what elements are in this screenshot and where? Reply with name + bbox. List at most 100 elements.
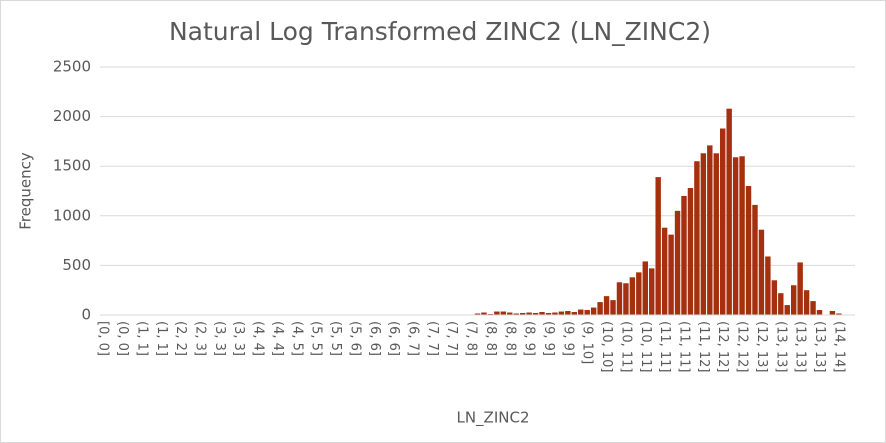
bar (681, 195, 687, 315)
x-tick-label: (9, 10] (580, 321, 595, 364)
x-tick-label: (13, 13] (812, 321, 827, 373)
bar (778, 293, 784, 315)
x-tick-label: (7, 7] (425, 321, 440, 356)
x-tick-label: (3, 3] (212, 321, 227, 356)
bar (655, 177, 661, 315)
bar (545, 313, 552, 315)
x-tick-label: (10, 11] (638, 321, 653, 373)
bar (649, 268, 655, 315)
y-axis-label: Frequency (17, 152, 35, 230)
x-tick-label: (12, 12] (715, 321, 730, 373)
bar (816, 310, 823, 315)
bar (797, 262, 803, 315)
y-tick-label: 500 (62, 256, 91, 274)
x-tick-label: (5, 5] (309, 321, 324, 356)
x-tick-label: (12, 13] (754, 321, 769, 373)
bar (584, 310, 590, 315)
bar (694, 161, 700, 315)
x-tick-label: (11, 11] (676, 321, 691, 373)
x-tick-label: (9, 9] (541, 321, 556, 356)
x-tick-label: (6, 7] (405, 321, 420, 356)
x-tick-label: (10, 11] (618, 321, 633, 373)
x-tick-label: (13, 13] (773, 321, 788, 373)
x-tick-label: (12, 12] (735, 321, 750, 373)
x-tick-label: (5, 5] (328, 321, 343, 356)
bar (810, 301, 816, 315)
x-tick-label: (14, 14] (831, 321, 846, 373)
bar (629, 277, 636, 315)
bar (829, 311, 836, 315)
x-axis-label: LN_ZINC2 (456, 409, 529, 428)
x-tick-label: (9, 9] (560, 321, 575, 356)
bar (558, 311, 565, 315)
bar (707, 145, 713, 315)
x-tick-label: [0, 0] (96, 321, 111, 356)
bar (752, 204, 758, 315)
bar (700, 153, 707, 315)
y-tick-label: 0 (81, 306, 91, 324)
x-tick-label: (3, 3] (231, 321, 246, 356)
bar (758, 229, 765, 315)
x-tick-label: (4, 4] (251, 321, 266, 356)
x-tick-label: (8, 8] (502, 321, 517, 356)
x-tick-label: (5, 6] (347, 321, 362, 356)
bar (500, 311, 507, 315)
bar (790, 285, 797, 315)
x-tick-label: (10, 10] (599, 321, 614, 373)
x-tick-label: (6, 6] (386, 321, 401, 356)
bar (726, 108, 732, 315)
x-tick-label: (0, 0] (115, 321, 130, 356)
x-tick-label: (13, 13] (793, 321, 808, 373)
bar (532, 313, 539, 315)
bar (578, 309, 584, 315)
bar (661, 227, 668, 315)
x-tick-label: (8, 8] (483, 321, 498, 356)
bar (519, 313, 526, 315)
bar (526, 312, 532, 315)
bar (610, 300, 616, 315)
x-tick-label: (2, 3] (193, 321, 208, 356)
x-tick-label: (1, 1] (154, 321, 169, 356)
bar (674, 210, 681, 315)
bar (732, 157, 739, 315)
bar (836, 313, 842, 315)
bar (513, 313, 519, 315)
bar (642, 261, 648, 315)
bar (745, 186, 752, 315)
bar (552, 312, 558, 315)
bar (565, 311, 571, 315)
x-tick-label: (11, 11] (657, 321, 672, 373)
y-tick-label: 1500 (53, 157, 91, 175)
x-tick-label: (4, 5] (289, 321, 304, 356)
bar (481, 312, 487, 315)
bar (616, 282, 623, 315)
chart-title: Natural Log Transformed ZINC2 (LN_ZINC2) (169, 17, 711, 46)
bar (474, 313, 481, 315)
bar (590, 307, 597, 315)
x-tick-label: (7, 8] (464, 321, 479, 356)
x-tick-label: (2, 2] (173, 321, 188, 356)
x-tick-label: (11, 12] (696, 321, 711, 373)
bar (713, 153, 719, 315)
bar (687, 188, 694, 315)
bar (636, 272, 642, 315)
x-tick-label: (6, 6] (367, 321, 382, 356)
bar (668, 234, 674, 315)
bar (739, 156, 745, 315)
bar (507, 312, 513, 315)
bar (623, 283, 629, 315)
bar (571, 312, 578, 315)
bar (539, 312, 545, 315)
bar (597, 302, 603, 315)
bar (765, 256, 771, 315)
y-tick-label: 2000 (53, 107, 91, 125)
bar (494, 311, 500, 315)
y-tick-label: 2500 (53, 58, 91, 76)
bar (720, 128, 726, 315)
bar (784, 305, 790, 315)
x-tick-label: (4, 4] (270, 321, 285, 356)
x-tick-label: (8, 9] (522, 321, 537, 356)
x-tick-label: (1, 1] (134, 321, 149, 356)
y-tick-label: 1000 (53, 206, 91, 224)
